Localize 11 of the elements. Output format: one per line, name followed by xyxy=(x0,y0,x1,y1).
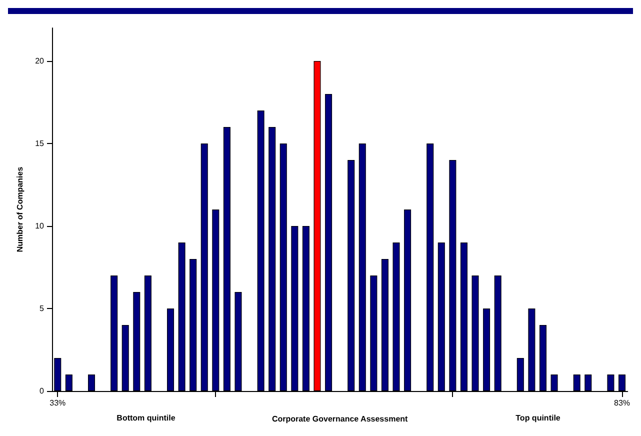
y-tick-label: 20 xyxy=(35,56,45,66)
y-tick-label: 10 xyxy=(35,222,45,230)
text: Top quintile xyxy=(516,414,561,422)
y-tick-label: 0 xyxy=(40,386,45,396)
x-axis-title: Corporate Governance Assessment xyxy=(272,414,408,424)
text: Bottom quintile xyxy=(116,414,176,422)
x-tick-label: 33% xyxy=(50,398,66,408)
y-tick-label: 5 xyxy=(40,304,45,313)
x-tick-label: 83% xyxy=(614,398,630,408)
y-axis-title: Number of Companies xyxy=(16,166,25,252)
y-tick-label: 15 xyxy=(35,139,45,148)
